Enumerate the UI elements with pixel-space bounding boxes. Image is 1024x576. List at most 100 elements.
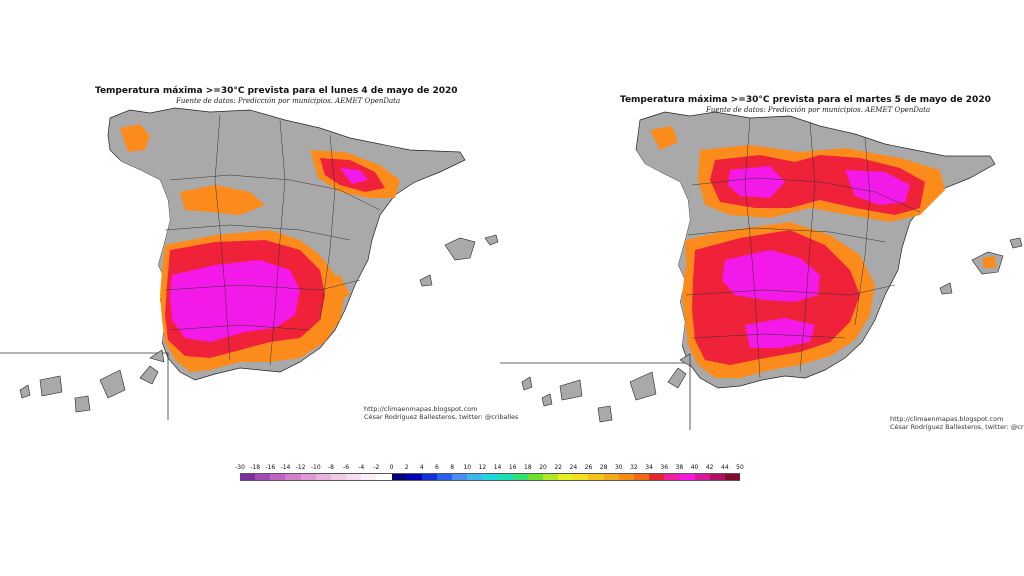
spain-temperature-map bbox=[500, 111, 1023, 430]
legend-swatch bbox=[391, 473, 408, 481]
legend-tick-label: 50 bbox=[736, 464, 744, 471]
zone-36-ebro bbox=[845, 170, 910, 205]
spain-temperature-map bbox=[0, 107, 499, 420]
legend-tick-label: 12 bbox=[478, 464, 487, 471]
legend-tick-label: -4 bbox=[358, 464, 365, 471]
canary-inset-frame bbox=[500, 362, 691, 430]
legend-swatch bbox=[270, 473, 286, 481]
legend-swatch bbox=[664, 473, 680, 481]
legend-tick-label: -16 bbox=[265, 464, 276, 471]
legend-tick-label: 2 bbox=[404, 464, 409, 471]
legend-tick-label: 42 bbox=[705, 464, 714, 471]
zone-30-galicia bbox=[650, 126, 678, 150]
portugal bbox=[108, 150, 170, 352]
legend-swatch bbox=[361, 473, 377, 481]
legend-swatch bbox=[633, 473, 650, 481]
credit-url: http://climaenmapas.blogspot.com bbox=[890, 415, 1004, 423]
legend-tick-label: -18 bbox=[250, 464, 261, 471]
legend-swatch bbox=[482, 473, 499, 481]
legend-tick-label: 36 bbox=[660, 464, 669, 471]
zone-36-south bbox=[745, 318, 815, 348]
legend-tick-label: 10 bbox=[463, 464, 472, 471]
canary-islands bbox=[521, 353, 691, 423]
legend-swatch bbox=[300, 473, 317, 481]
legend-tick-label: -2 bbox=[373, 464, 380, 471]
province-borders bbox=[164, 114, 381, 366]
legend-tick-label: 4 bbox=[419, 464, 424, 471]
legend-tick-label: 22 bbox=[554, 464, 562, 471]
legend-swatch bbox=[649, 473, 665, 481]
legend-swatch bbox=[436, 473, 453, 481]
map-subtitle: Fuente de datos: Predicción por municipi… bbox=[706, 106, 931, 114]
canary-inset-frame bbox=[0, 352, 169, 420]
legend-swatch bbox=[346, 473, 362, 481]
legend-tick-label: 0 bbox=[389, 464, 394, 471]
zone-30-duero bbox=[180, 185, 265, 215]
legend-swatch bbox=[694, 473, 711, 481]
legend-tick-label: 34 bbox=[645, 464, 653, 471]
legend-tick-label: 30 bbox=[614, 464, 623, 471]
credit-url: http://climaenmapas.blogspot.com bbox=[364, 405, 478, 413]
legend-tick-label: 8 bbox=[450, 464, 455, 471]
legend-tick-label: 6 bbox=[435, 464, 439, 471]
legend-tick-label: 44 bbox=[721, 464, 729, 471]
portugal bbox=[633, 150, 690, 356]
legend-swatch bbox=[497, 473, 514, 481]
legend-swatch bbox=[603, 473, 620, 481]
legend-tick-label: 24 bbox=[569, 464, 578, 471]
credit-author: César Rodríguez Ballesteros, twitter: @c… bbox=[364, 413, 519, 421]
balearic-islands bbox=[939, 237, 1023, 295]
map-subtitle: Fuente de datos: Predicción por municipi… bbox=[176, 97, 401, 105]
credit-author: César Rodríguez Ballesteros, twitter: @c… bbox=[890, 423, 1024, 431]
legend-swatch bbox=[573, 473, 589, 481]
zone-30-mallorca bbox=[982, 256, 996, 268]
legend-tick-label: 26 bbox=[584, 464, 593, 471]
zone-30-galicia bbox=[120, 124, 150, 152]
map-title: Temperatura máxima >=30°C prevista para … bbox=[620, 95, 991, 105]
legend-tick-label: -12 bbox=[295, 464, 306, 471]
zone-36-ebro bbox=[340, 168, 368, 184]
legend-tick-label: 38 bbox=[675, 464, 684, 471]
legend-swatch bbox=[588, 473, 605, 481]
legend-swatch bbox=[285, 473, 302, 481]
legend-swatch bbox=[315, 473, 332, 481]
legend-swatch bbox=[467, 473, 483, 481]
legend-swatch bbox=[618, 473, 635, 481]
map-panel-tuesday: Temperatura máxima >=30°C prevista para … bbox=[500, 90, 1024, 435]
legend-tick-label: -30 bbox=[235, 464, 245, 471]
legend-swatch bbox=[558, 473, 574, 481]
legend-swatch bbox=[376, 473, 392, 481]
legend-swatch bbox=[255, 473, 271, 481]
province-borders bbox=[685, 117, 921, 379]
legend-swatch bbox=[421, 473, 438, 481]
map-panel-monday: Temperatura máxima >=30°C prevista para … bbox=[0, 80, 518, 425]
balearic-islands bbox=[419, 234, 499, 287]
legend-swatch bbox=[724, 473, 741, 481]
legend-swatch bbox=[406, 473, 423, 481]
canary-islands bbox=[19, 349, 165, 413]
legend-swatch bbox=[679, 473, 696, 481]
legend-swatch bbox=[240, 473, 256, 481]
temperature-legend: -30 -18 -16 -14 -12 -10 -8 -6 -4 -2 0 2 4 6 8 10 12 14 16 1… bbox=[235, 464, 744, 484]
zone-36 bbox=[170, 260, 300, 342]
legend-swatch bbox=[512, 473, 529, 481]
legend-swatch bbox=[543, 473, 559, 481]
legend-swatch bbox=[330, 473, 347, 481]
legend-tick-label: 20 bbox=[539, 464, 547, 471]
zone-36-north bbox=[728, 166, 785, 198]
legend-tick-label: 16 bbox=[508, 464, 517, 471]
legend-swatch bbox=[452, 473, 468, 481]
zone-36 bbox=[722, 250, 820, 302]
legend-tick-label: 32 bbox=[630, 464, 638, 471]
legend-tick-label: -6 bbox=[343, 464, 350, 471]
legend-tick-label: 18 bbox=[524, 464, 532, 471]
legend-tick-label: -8 bbox=[327, 464, 334, 471]
map-title: Temperatura máxima >=30°C prevista para … bbox=[95, 86, 458, 96]
legend-tick-label: -14 bbox=[280, 464, 291, 471]
legend-swatch bbox=[527, 473, 544, 481]
legend-swatch bbox=[709, 473, 726, 481]
legend-tick-label: 14 bbox=[493, 464, 502, 471]
legend-tick-label: 28 bbox=[599, 464, 608, 471]
legend-tick-label: 40 bbox=[690, 464, 699, 471]
legend-tick-label: -10 bbox=[310, 464, 321, 471]
